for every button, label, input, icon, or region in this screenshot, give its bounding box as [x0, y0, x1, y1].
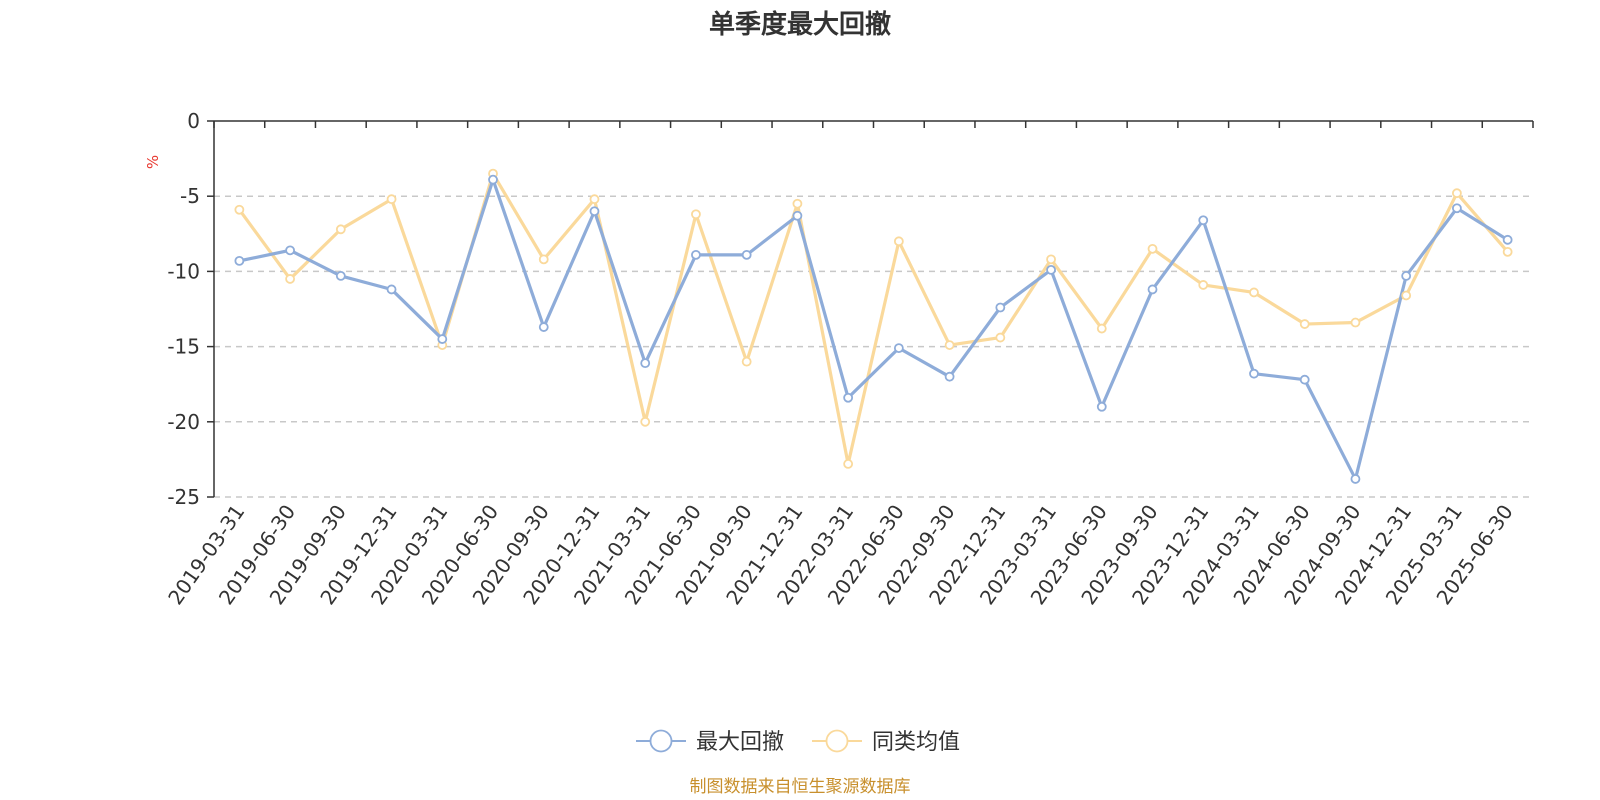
- series-1-point: [1249, 368, 1259, 379]
- series-line-2: [238, 172, 1509, 466]
- series-2-point: [589, 194, 600, 205]
- series-2-point: [792, 198, 803, 209]
- legend[interactable]: 最大回撤 同类均值: [636, 729, 960, 755]
- series-1-point: [538, 322, 549, 332]
- series-2-point: [944, 340, 955, 350]
- series-lines: [234, 168, 1513, 484]
- series-2-point: [1452, 188, 1462, 199]
- series-2-point: [640, 416, 651, 427]
- legend-item-1[interactable]: 最大回撤: [636, 729, 784, 755]
- legend-circle-icon: [825, 729, 849, 753]
- data-source-note: 制图数据来自恒生聚源数据库: [690, 777, 911, 797]
- series-1-point: [893, 343, 904, 354]
- series-1-point: [1452, 203, 1462, 214]
- series-1-point: [843, 392, 854, 403]
- series-1-point: [944, 371, 955, 382]
- series-2-point: [1198, 280, 1209, 290]
- series-2-point: [386, 194, 397, 205]
- series-1-point: [1096, 401, 1107, 412]
- legend-label: 最大回撤: [696, 730, 784, 755]
- series-2-point: [1401, 290, 1412, 301]
- series-2-point: [995, 332, 1006, 343]
- series-1-point: [437, 334, 448, 344]
- y-axis-ticks: 0 -5 -10 -15 -20 -25: [167, 109, 214, 509]
- x-axis-ticks: 2019-03-312019-06-302019-09-302019-12-31…: [163, 121, 1534, 609]
- series-1-point: [1299, 374, 1310, 385]
- series-1-point: [1198, 215, 1209, 226]
- series-1-point: [1350, 474, 1361, 484]
- series-1-point: [741, 249, 752, 260]
- legend-circle-icon: [649, 729, 673, 753]
- series-2-point: [335, 224, 346, 235]
- series-1-point: [691, 249, 701, 260]
- chart-title: 单季度最大回撤: [709, 9, 891, 40]
- series-2-point: [1350, 317, 1361, 328]
- series-2-point: [538, 254, 549, 265]
- series-2-point: [285, 274, 295, 284]
- series-2-point: [1147, 243, 1158, 254]
- series-1-point: [386, 284, 397, 295]
- series-1-point: [1147, 284, 1158, 295]
- y-tick-label: -10: [167, 259, 200, 283]
- series-1-point: [335, 271, 346, 281]
- series-1-point: [488, 174, 498, 185]
- series-1-point: [1502, 234, 1513, 245]
- series-1-point: [1046, 264, 1056, 275]
- series-2-point: [1046, 254, 1056, 265]
- legend-label: 同类均值: [872, 730, 960, 755]
- y-tick-label: -20: [167, 410, 200, 434]
- series-1-point: [234, 255, 245, 266]
- series-1-point: [1401, 271, 1412, 281]
- series-2-point: [843, 459, 854, 469]
- series-2-point: [1502, 246, 1513, 257]
- series-1-point: [285, 245, 295, 256]
- y-tick-label: 0: [187, 109, 200, 133]
- series-line-1: [239, 178, 1509, 481]
- series-2-point: [741, 356, 752, 367]
- y-tick-label: -15: [167, 335, 200, 359]
- series-2-point: [1299, 319, 1310, 329]
- series-2-point: [234, 204, 245, 215]
- series-1-point: [589, 206, 600, 217]
- series-2-point: [691, 209, 701, 220]
- series-1-point: [995, 302, 1006, 313]
- series-2-point: [893, 236, 904, 247]
- y-tick-label: -5: [180, 184, 200, 208]
- series-1-point: [640, 358, 651, 369]
- series-1-point: [792, 210, 803, 221]
- y-tick-label: -25: [167, 485, 200, 509]
- series-2-point: [1249, 287, 1259, 298]
- legend-item-2[interactable]: 同类均值: [812, 729, 960, 755]
- series-2-point: [1096, 323, 1107, 334]
- y-axis-unit-label: %: [144, 155, 162, 169]
